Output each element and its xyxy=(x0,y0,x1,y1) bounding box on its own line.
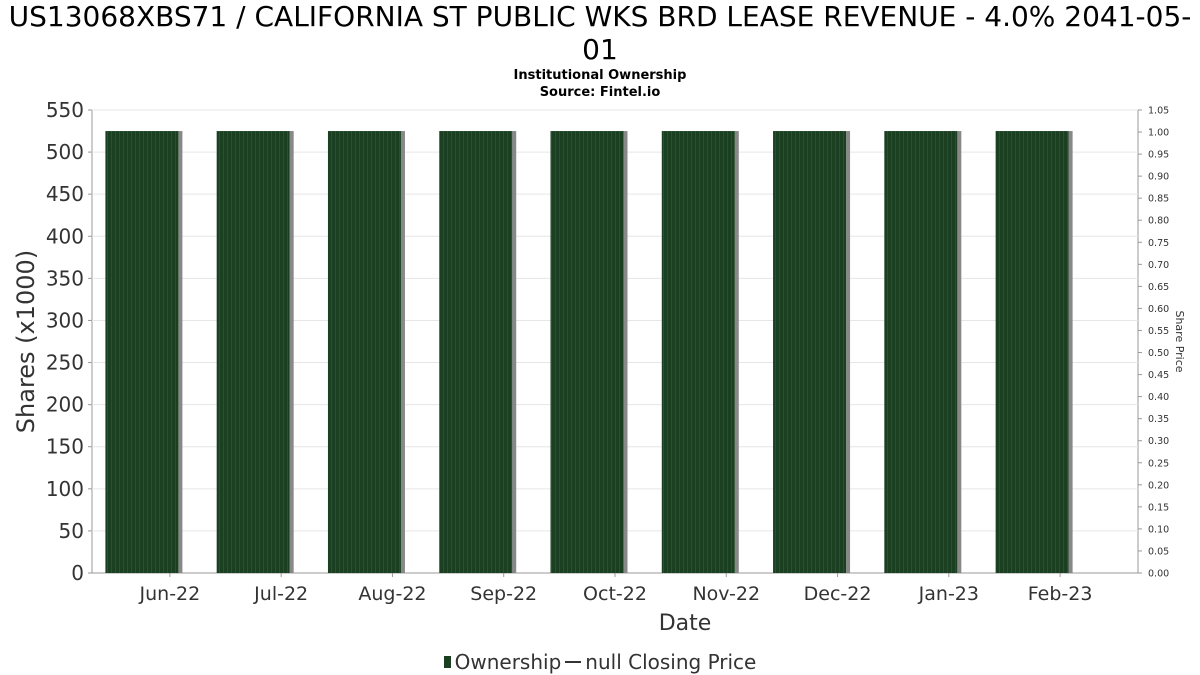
bar-shadow xyxy=(289,131,294,573)
bar-sep-22 xyxy=(439,131,513,573)
bar-shadow xyxy=(623,131,628,573)
bar-feb-23 xyxy=(995,131,1069,573)
legend-price-label: null Closing Price xyxy=(585,649,757,674)
y-tick-label: 150 xyxy=(46,435,84,459)
y2-tick-label: 0.65 xyxy=(1148,282,1169,293)
bar-shadow xyxy=(512,131,517,573)
y2-tick-label: 0.40 xyxy=(1148,392,1169,403)
bar-shadow xyxy=(846,131,851,573)
y-tick-label: 400 xyxy=(46,224,84,248)
chart-source: Source: Fintel.io xyxy=(539,85,661,100)
y2-tick-label: 0.90 xyxy=(1148,172,1169,183)
y2-axis-label: Share Price xyxy=(1173,310,1186,372)
y-tick-label: 200 xyxy=(46,393,84,417)
x-tick-label: Sep-22 xyxy=(470,583,537,605)
y-tick-label: 450 xyxy=(46,182,84,206)
y-tick-label: 550 xyxy=(46,98,84,122)
x-tick-label: Jun-22 xyxy=(139,583,201,605)
legend-ownership-swatch xyxy=(443,655,451,668)
y2-tick-label: 0.05 xyxy=(1148,546,1169,557)
bar-jan-23 xyxy=(884,131,958,573)
chart-subtitle: Institutional Ownership xyxy=(513,68,687,83)
bar-jun-22 xyxy=(105,131,179,573)
y2-tick-label: 1.00 xyxy=(1148,128,1169,139)
y-tick-label: 250 xyxy=(46,351,84,375)
bar-shadow xyxy=(178,131,183,573)
y2-tick-label: 0.00 xyxy=(1148,569,1169,580)
x-tick-label: Feb-23 xyxy=(1028,583,1093,605)
y2-tick-label: 0.80 xyxy=(1148,216,1169,227)
y-tick-label: 50 xyxy=(59,519,84,543)
x-tick-label: Dec-22 xyxy=(804,583,872,605)
y-tick-label: 300 xyxy=(46,308,84,332)
y-axis-label: Shares (x1000) xyxy=(12,250,40,433)
y2-tick-label: 0.25 xyxy=(1148,458,1169,469)
legend-ownership-label: Ownership xyxy=(454,649,562,674)
y2-tick-label: 0.60 xyxy=(1148,304,1169,315)
y2-tick-label: 0.70 xyxy=(1148,260,1169,271)
y2-tick-label: 0.55 xyxy=(1148,326,1169,337)
legend-price-swatch xyxy=(565,660,582,663)
chart-title-line-2: 01 xyxy=(582,33,618,66)
y2-tick-label: 0.45 xyxy=(1148,370,1169,381)
x-tick-label: Aug-22 xyxy=(358,583,426,605)
y-tick-label: 350 xyxy=(46,266,84,290)
bar-shadow xyxy=(734,131,739,573)
y2-tick-label: 1.05 xyxy=(1148,106,1169,117)
x-tick-label: Jul-22 xyxy=(253,583,308,605)
bar-shadow xyxy=(957,131,962,573)
bar-oct-22 xyxy=(550,131,624,573)
y2-tick-label: 0.95 xyxy=(1148,150,1169,161)
y2-tick-label: 0.50 xyxy=(1148,348,1169,359)
y-tick-label: 500 xyxy=(46,140,84,164)
y2-tick-label: 0.20 xyxy=(1148,480,1169,491)
bar-nov-22 xyxy=(661,131,735,573)
y2-tick-label: 0.85 xyxy=(1148,194,1169,205)
y2-tick-label: 0.35 xyxy=(1148,414,1169,425)
bar-aug-22 xyxy=(327,131,401,573)
bar-shadow xyxy=(1068,131,1073,573)
y-tick-label: 100 xyxy=(46,477,84,501)
chart-title-line-1: US13068XBS71 / CALIFORNIA ST PUBLIC WKS … xyxy=(8,0,1192,33)
x-axis-label: Date xyxy=(659,611,712,636)
x-tick-label: Nov-22 xyxy=(692,583,760,605)
y2-tick-label: 0.10 xyxy=(1148,524,1169,535)
chart-legend: Ownership null Closing Price xyxy=(0,648,1200,674)
bar-jul-22 xyxy=(216,131,290,573)
y2-tick-label: 0.30 xyxy=(1148,436,1169,447)
x-tick-label: Jan-23 xyxy=(918,583,979,605)
bar-dec-22 xyxy=(773,131,847,573)
bar-shadow xyxy=(400,131,405,573)
y2-tick-label: 0.15 xyxy=(1148,502,1169,513)
x-tick-label: Oct-22 xyxy=(583,583,647,605)
y-tick-label: 0 xyxy=(71,561,84,585)
y2-tick-label: 0.75 xyxy=(1148,238,1169,249)
